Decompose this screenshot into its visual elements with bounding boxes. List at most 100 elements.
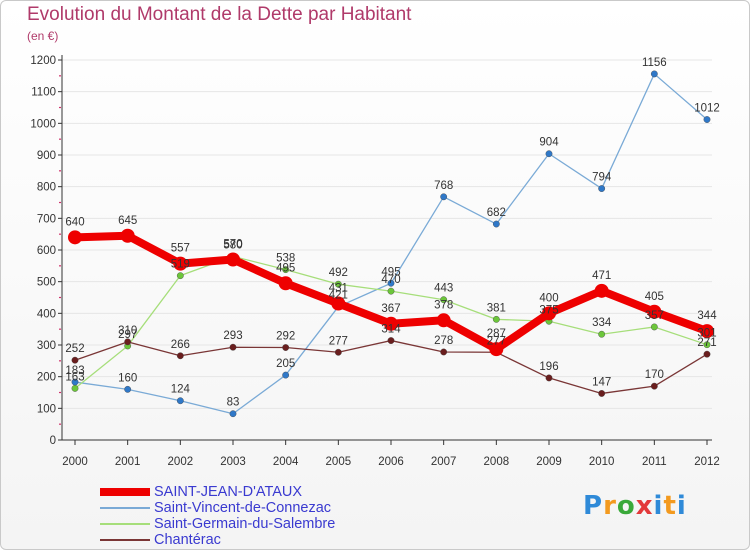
data-point [229, 410, 237, 418]
data-label: 557 [171, 243, 190, 255]
data-label: 292 [276, 331, 295, 343]
data-point [545, 374, 553, 382]
y-tick-label: 300 [37, 340, 56, 352]
y-tick-label: 500 [37, 277, 56, 289]
x-tick-label: 2012 [694, 456, 720, 468]
legend-swatch [100, 507, 150, 509]
data-point [650, 323, 658, 331]
series-3 [71, 337, 711, 397]
y-tick-label: 700 [37, 213, 56, 225]
data-point [650, 70, 658, 78]
chart-title: Evolution du Montant de la Dette par Hab… [27, 4, 412, 25]
y-tick-label: 1100 [31, 87, 56, 99]
data-label: 367 [381, 303, 400, 315]
data-label: 400 [539, 292, 558, 304]
data-point [542, 306, 556, 321]
data-label: 277 [329, 335, 348, 347]
axis-layer: 0 100 200 300 400 500 600 700 800 900 1000 1100 1200… [30, 55, 720, 468]
data-point [120, 228, 135, 243]
data-point [387, 337, 395, 344]
x-tick-label: 2005 [326, 456, 352, 468]
data-point [173, 256, 188, 271]
y-tick-label: 900 [37, 150, 56, 162]
x-tick-label: 2000 [62, 456, 88, 468]
legend-swatch [100, 539, 150, 541]
data-label: 293 [223, 330, 242, 342]
data-label: 266 [171, 339, 190, 351]
data-point [176, 352, 184, 360]
x-tick-label: 2004 [273, 456, 299, 468]
data-label: 287 [487, 328, 506, 340]
data-label: 421 [329, 290, 348, 302]
data-point [68, 230, 82, 245]
legend-swatch [100, 488, 150, 496]
data-point [282, 266, 290, 274]
data-point [387, 279, 395, 287]
y-tick-label: 0 [50, 435, 56, 447]
data-point [124, 338, 132, 346]
data-point [594, 283, 609, 298]
data-label: 580 [223, 239, 242, 251]
data-label: 334 [592, 317, 612, 329]
data-label: 405 [645, 291, 664, 303]
x-tick-label: 2006 [378, 456, 404, 468]
y-tick-label: 1200 [30, 55, 56, 67]
data-point [124, 385, 132, 393]
data-point [598, 390, 606, 397]
y-tick-label: 200 [37, 372, 56, 384]
data-point [440, 348, 448, 356]
x-tick-label: 2007 [431, 456, 457, 468]
legend-item: Chantérac [100, 532, 221, 548]
x-tick-label: 2009 [536, 456, 562, 468]
data-label: 495 [276, 262, 295, 274]
data-label: 495 [381, 266, 400, 278]
data-point [282, 371, 290, 379]
data-label: 277 [487, 335, 506, 347]
data-label: 278 [434, 335, 453, 347]
data-point [492, 220, 500, 228]
legend-item: SAINT-JEAN-D'ATAUX [100, 484, 302, 500]
data-label: 1156 [642, 57, 667, 69]
data-point [334, 348, 342, 356]
data-point [331, 296, 346, 311]
data-point [384, 316, 398, 331]
series-0 [68, 228, 714, 357]
data-label: 170 [645, 369, 664, 381]
data-label: 314 [381, 324, 401, 336]
data-point [598, 330, 606, 338]
data-point [489, 342, 504, 357]
data-point [492, 315, 500, 323]
data-point [703, 350, 711, 358]
data-label: 205 [276, 358, 295, 370]
data-label: 252 [65, 343, 84, 355]
data-label: 431 [329, 283, 348, 295]
data-point [700, 324, 714, 339]
data-point [703, 116, 711, 123]
data-label: 640 [65, 216, 84, 228]
legend-item: Saint-Vincent-de-Connezac [100, 500, 331, 516]
legend-label: Saint-Vincent-de-Connezac [154, 500, 332, 516]
data-label: 443 [434, 283, 453, 295]
data-label: 183 [65, 365, 84, 377]
data-label: 470 [381, 274, 400, 286]
data-label: 570 [223, 239, 242, 251]
data-point [703, 341, 711, 349]
data-label: 124 [171, 384, 191, 396]
data-label: 768 [434, 180, 453, 192]
data-label: 538 [276, 253, 295, 265]
data-point [387, 287, 395, 295]
data-label: 310 [118, 325, 137, 337]
data-label: 163 [65, 371, 84, 383]
data-label: 519 [171, 259, 190, 271]
data-label: 357 [645, 310, 664, 322]
data-label: 381 [487, 302, 506, 314]
x-tick-label: 2008 [484, 456, 510, 468]
data-point [71, 384, 79, 392]
legend-label: SAINT-JEAN-D'ATAUX [154, 484, 303, 500]
legend-label: Chantérac [154, 532, 221, 548]
y-tick-label: 1000 [30, 118, 56, 130]
data-label: 375 [539, 304, 558, 316]
data-point [176, 397, 184, 405]
data-label: 471 [592, 270, 611, 282]
